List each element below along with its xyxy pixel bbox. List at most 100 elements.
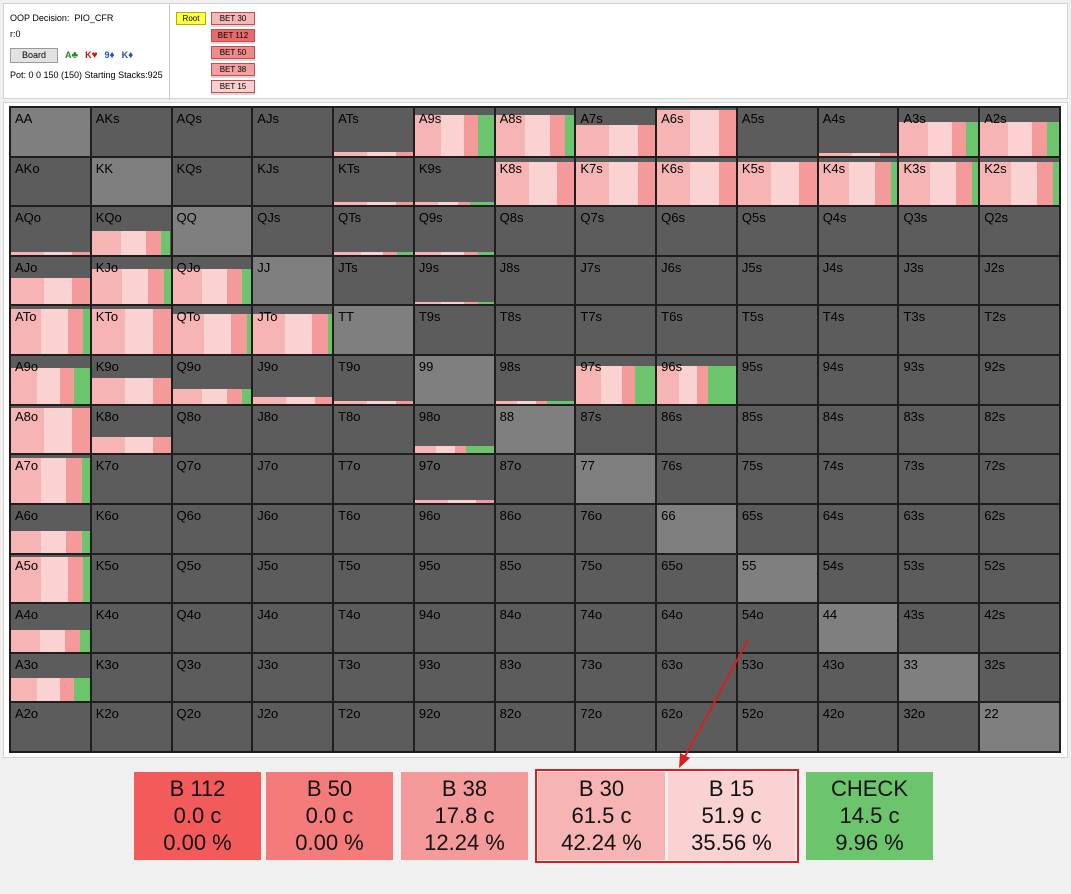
hand-cell[interactable]: 84o (495, 604, 575, 652)
hand-cell[interactable]: 95o (414, 554, 494, 603)
hand-cell[interactable]: J8o (253, 405, 333, 454)
hand-cell[interactable]: 92o (414, 703, 494, 751)
hand-cell[interactable]: Q3s (899, 207, 979, 255)
hand-cell[interactable]: AJo (11, 256, 90, 305)
hand-cell[interactable]: 74s (818, 455, 898, 503)
hand-cell[interactable]: T5o (334, 554, 413, 603)
hand-cell[interactable]: 95s (737, 356, 817, 404)
hand-cell[interactable]: A9o (11, 356, 90, 404)
hand-cell[interactable]: T8s (495, 306, 575, 355)
hand-cell[interactable]: 94o (414, 604, 494, 652)
hand-cell[interactable]: J9s (414, 256, 494, 305)
hand-cell[interactable]: 76o (576, 504, 656, 553)
hand-cell[interactable]: J7s (576, 256, 656, 305)
hand-cell[interactable]: 32o (899, 703, 979, 751)
hand-cell[interactable]: J4s (818, 256, 898, 305)
hand-cell[interactable]: 44 (818, 604, 898, 652)
tree-node-bet[interactable]: BET 112 (211, 29, 255, 42)
action-box[interactable]: B 30 61.5 c 42.24 % (538, 772, 665, 860)
hand-cell[interactable]: 62s (980, 504, 1059, 553)
hand-cell[interactable]: 86o (495, 504, 575, 553)
hand-cell[interactable]: 64s (818, 504, 898, 553)
hand-cell[interactable]: Q6s (657, 207, 736, 255)
hand-cell[interactable]: TT (334, 306, 413, 355)
hand-cell[interactable]: Q8s (495, 207, 575, 255)
hand-cell[interactable]: 52o (737, 703, 817, 751)
hand-cell[interactable]: 93s (899, 356, 979, 404)
hand-cell[interactable]: J8s (495, 256, 575, 305)
tree-node-bet[interactable]: BET 15 (211, 80, 255, 93)
hand-cell[interactable]: Q3o (172, 653, 252, 702)
hand-cell[interactable]: Q5o (172, 554, 252, 603)
hand-cell[interactable]: A2o (11, 703, 90, 751)
hand-cell[interactable]: 43s (899, 604, 979, 652)
hand-cell[interactable]: J6o (253, 504, 333, 553)
hand-cell[interactable]: 77 (576, 455, 656, 503)
hand-cell[interactable]: T7o (334, 455, 413, 503)
hand-cell[interactable]: 32s (980, 653, 1059, 702)
hand-cell[interactable]: Q9o (172, 356, 252, 404)
board-button[interactable]: Board (10, 47, 58, 63)
hand-cell[interactable]: A3o (11, 653, 90, 702)
hand-cell[interactable]: A5o (11, 554, 90, 603)
hand-cell[interactable]: K3o (91, 653, 171, 702)
hand-cell[interactable]: J5s (737, 256, 817, 305)
action-box[interactable]: CHECK 14.5 c 9.96 % (806, 772, 933, 860)
hand-cell[interactable]: 73s (899, 455, 979, 503)
hand-cell[interactable]: QJs (253, 207, 333, 255)
hand-cell[interactable]: 72s (980, 455, 1059, 503)
hand-cell[interactable]: J5o (253, 554, 333, 603)
hand-cell[interactable]: T3o (334, 653, 413, 702)
hand-cell[interactable]: K9o (91, 356, 171, 404)
hand-cell[interactable]: K8o (91, 405, 171, 454)
hand-cell[interactable]: A7s (576, 108, 656, 156)
hand-cell[interactable]: J2o (253, 703, 333, 751)
hand-cell[interactable]: K2o (91, 703, 171, 751)
hand-cell[interactable]: K5s (737, 157, 817, 206)
hand-cell[interactable]: 76s (657, 455, 736, 503)
hand-cell[interactable]: 75s (737, 455, 817, 503)
hand-cell[interactable]: QTo (172, 306, 252, 355)
hand-cell[interactable]: 94s (818, 356, 898, 404)
hand-cell[interactable]: Q2s (980, 207, 1059, 255)
hand-cell[interactable]: K8s (495, 157, 575, 206)
hand-cell[interactable]: J3s (899, 256, 979, 305)
hand-cell[interactable]: 88 (495, 405, 575, 454)
hand-cell[interactable]: A3s (899, 108, 979, 156)
hand-cell[interactable]: 55 (737, 554, 817, 603)
hand-cell[interactable]: 63s (899, 504, 979, 553)
hand-cell[interactable]: 72o (576, 703, 656, 751)
hand-cell[interactable]: Q5s (737, 207, 817, 255)
hand-cell[interactable]: 75o (576, 554, 656, 603)
hand-cell[interactable]: K7s (576, 157, 656, 206)
hand-cell[interactable]: 96s (657, 356, 736, 404)
hand-cell[interactable]: 83s (899, 405, 979, 454)
hand-cell[interactable]: J9o (253, 356, 333, 404)
hand-cell[interactable]: 64o (657, 604, 736, 652)
hand-cell[interactable]: KTs (334, 157, 413, 206)
hand-cell[interactable]: AA (11, 108, 90, 156)
hand-cell[interactable]: A5s (737, 108, 817, 156)
hand-cell[interactable]: 92s (980, 356, 1059, 404)
tree-root-node[interactable]: Root (176, 12, 206, 25)
hand-cell[interactable]: 53s (899, 554, 979, 603)
tree-node-bet[interactable]: BET 30 (211, 12, 255, 25)
hand-cell[interactable]: K6o (91, 504, 171, 553)
hand-cell[interactable]: 22 (980, 703, 1059, 751)
hand-cell[interactable]: K4o (91, 604, 171, 652)
hand-cell[interactable]: Q6o (172, 504, 252, 553)
hand-cell[interactable]: A6o (11, 504, 90, 553)
hand-cell[interactable]: A6s (657, 108, 736, 156)
hand-cell[interactable]: 99 (414, 356, 494, 404)
hand-cell[interactable]: KQs (172, 157, 252, 206)
hand-cell[interactable]: K3s (899, 157, 979, 206)
hand-cell[interactable]: 84s (818, 405, 898, 454)
hand-cell[interactable]: A9s (414, 108, 494, 156)
hand-cell[interactable]: AJs (253, 108, 333, 156)
hand-cell[interactable]: 54o (737, 604, 817, 652)
hand-cell[interactable]: K6s (657, 157, 736, 206)
hand-cell[interactable]: 86s (657, 405, 736, 454)
hand-cell[interactable]: Q9s (414, 207, 494, 255)
hand-cell[interactable]: T9o (334, 356, 413, 404)
hand-cell[interactable]: T4o (334, 604, 413, 652)
